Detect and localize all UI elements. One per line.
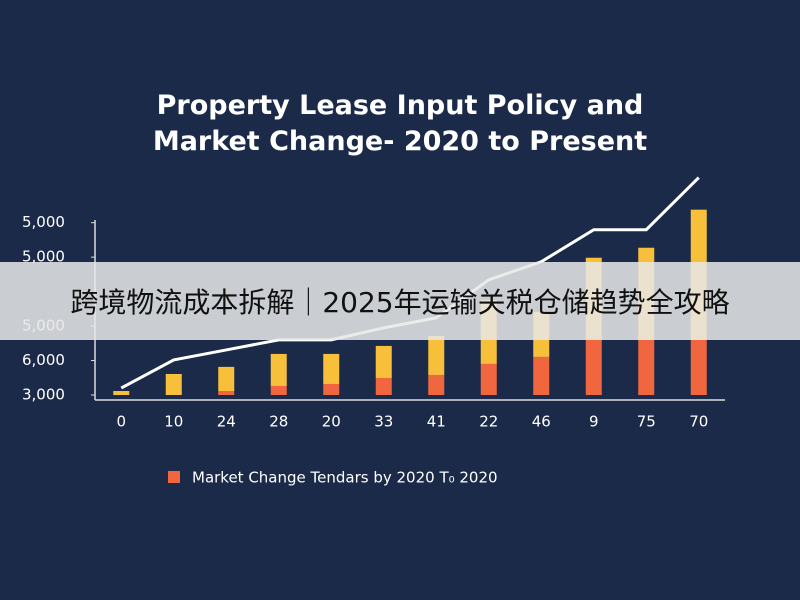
y-tick-label: 3,000 [22,386,65,404]
bar-segment [323,383,340,395]
chart-title: Property Lease Input Policy and Market C… [152,90,648,157]
x-tick-label: 70 [689,413,708,431]
x-tick-label: 20 [322,413,341,431]
bar-segment [428,335,445,375]
x-tick-label: 0 [116,413,126,431]
x-tick-label: 41 [427,413,446,431]
legend-swatch [168,471,180,483]
bar-segment [638,339,655,395]
bar-segment [375,377,392,395]
bar-segment [480,363,497,395]
bar-segment [533,356,550,395]
x-tick-label: 46 [532,413,551,431]
bar-segment [113,391,130,395]
banner: 跨境物流成本拆解｜2025年运输关税仓储趋势全攻略 [0,262,800,340]
bar-segment [323,353,340,384]
bar-segment [690,339,707,395]
bar-segment [375,345,392,378]
bar-segment [165,373,182,395]
bar-segment [218,366,235,392]
x-tick-label: 75 [637,413,656,431]
bar-segment [218,391,235,395]
y-tick-label: 6,000 [22,351,65,369]
bar-segment [270,385,287,395]
bar-segment [428,374,445,395]
x-tick-label: 28 [269,413,288,431]
x-tick-label: 22 [479,413,498,431]
x-tick-label: 24 [217,413,236,431]
x-tick-label: 10 [164,413,183,431]
x-tick-label: 33 [374,413,393,431]
y-tick-label: 5,000 [22,213,65,231]
x-tick-label: 9 [589,413,599,431]
bar-segment [270,353,287,386]
y-tick-label: 5,000 [22,248,65,266]
bar-segment [585,339,602,395]
legend-label: Market Change Tendars by 2020 T₀ 2020 [192,469,498,487]
